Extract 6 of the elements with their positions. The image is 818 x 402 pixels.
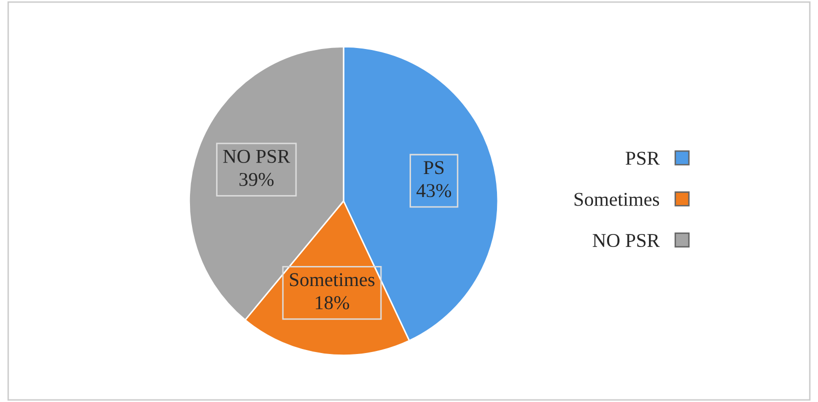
data-label: PS 43% <box>416 161 452 198</box>
legend-label: Sometimes <box>574 192 660 206</box>
data-label: NO PSR 39% <box>223 150 290 186</box>
legend-label: NO PSR <box>592 234 660 248</box>
legend-label: PSR <box>626 152 660 165</box>
data-label: Sometimes 18% <box>290 273 374 310</box>
